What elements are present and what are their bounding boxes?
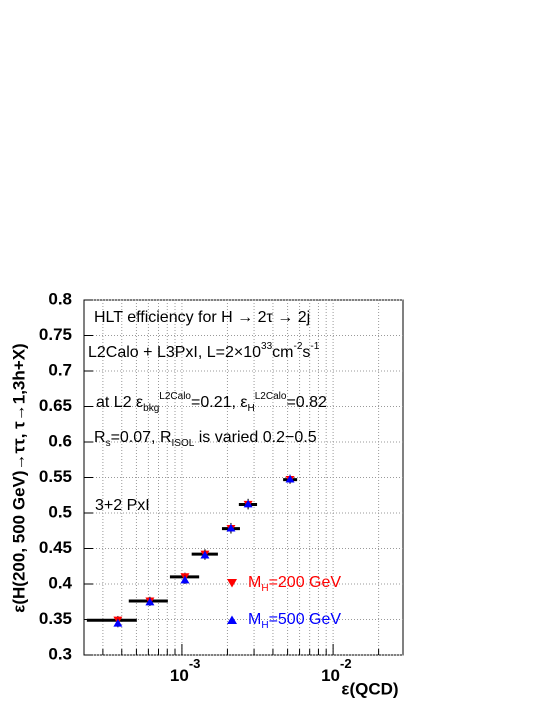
point <box>180 575 190 584</box>
annotation-part: L2Calo <box>159 391 191 402</box>
x-axis-title: ε(QCD) <box>341 679 398 698</box>
annotation-part: L2Calo + L3PxI, L=2×10 <box>88 344 261 361</box>
x-tick-label: 10-3 <box>170 656 200 685</box>
point <box>145 597 155 606</box>
x-tick-exponent: -2 <box>340 656 352 671</box>
annotation-part: -2 <box>293 341 302 352</box>
annotation-part: ISOL <box>172 438 195 449</box>
annotation: at L2 εbkgL2Calo=0.21, εHL2Calo=0.82 <box>96 391 327 414</box>
legend-label-part: H <box>261 583 268 594</box>
legend-label-part: H <box>261 620 268 631</box>
y-tick-label: 0.55 <box>39 467 72 486</box>
y-tick-label: 0.35 <box>39 609 72 628</box>
legend-label-part: =500 GeV <box>269 611 342 628</box>
y-tick-label: 0.7 <box>48 360 72 379</box>
annotation-part: at L2 ε <box>96 394 143 411</box>
y-axis-title: ε(H(200, 500 GeV)→ττ, τ→1,3h+X) <box>9 343 28 612</box>
point <box>113 619 123 627</box>
legend-marker <box>227 615 237 624</box>
annotation: HLT efficiency for H → 2τ → 2j <box>94 309 310 326</box>
annotation-part: R <box>94 429 106 446</box>
x-tick-base: 10 <box>170 666 189 685</box>
legend-label-part: =200 GeV <box>269 574 342 591</box>
annotation-part: bkg <box>143 403 159 414</box>
annotation: 3+2 PxI <box>95 497 150 514</box>
annotation-part: =0.07, R <box>111 429 172 446</box>
annotation-part: =0.82 <box>286 394 327 411</box>
annotation-part: H <box>248 403 255 414</box>
annotation: L2Calo + L3PxI, L=2×1033cm-2s-1 <box>88 341 320 362</box>
x-tick-label: 10-2 <box>321 656 351 685</box>
annotation-part: s <box>106 438 111 449</box>
y-tick-label: 0.45 <box>39 538 72 557</box>
annotation-part: L2Calo <box>255 391 287 402</box>
annotation-part: s <box>302 344 310 361</box>
legend-marker <box>227 579 237 588</box>
x-tick-base: 10 <box>321 666 340 685</box>
legend-label: MH=500 GeV <box>248 611 341 630</box>
legend-label: MH=200 GeV <box>248 574 341 593</box>
annotation-part: 3+2 PxI <box>95 497 150 514</box>
y-tick-label: 0.6 <box>48 431 72 450</box>
annotation-part: is varied 0.2−0.5 <box>194 429 316 446</box>
annotation-part: -1 <box>310 341 319 352</box>
y-tick-label: 0.5 <box>48 502 72 521</box>
point <box>226 523 236 532</box>
point <box>200 550 210 559</box>
legend-label-part: M <box>248 611 261 628</box>
y-tick-label: 0.3 <box>48 644 72 663</box>
x-tick-exponent: -3 <box>189 656 201 671</box>
annotation-part: cm <box>272 344 293 361</box>
y-tick-label: 0.4 <box>48 573 72 592</box>
annotation-part: 33 <box>261 341 273 352</box>
annotation-part: =0.21, ε <box>191 394 248 411</box>
point <box>285 474 295 483</box>
point <box>243 499 253 508</box>
y-tick-label: 0.8 <box>48 289 72 308</box>
annotation-part: HLT efficiency for H → 2τ → 2j <box>94 309 310 326</box>
annotation: Rs=0.07, RISOL is varied 0.2−0.5 <box>94 429 317 448</box>
legend-label-part: M <box>248 574 261 591</box>
y-tick-label: 0.65 <box>39 396 72 415</box>
y-tick-label: 0.75 <box>39 325 72 344</box>
